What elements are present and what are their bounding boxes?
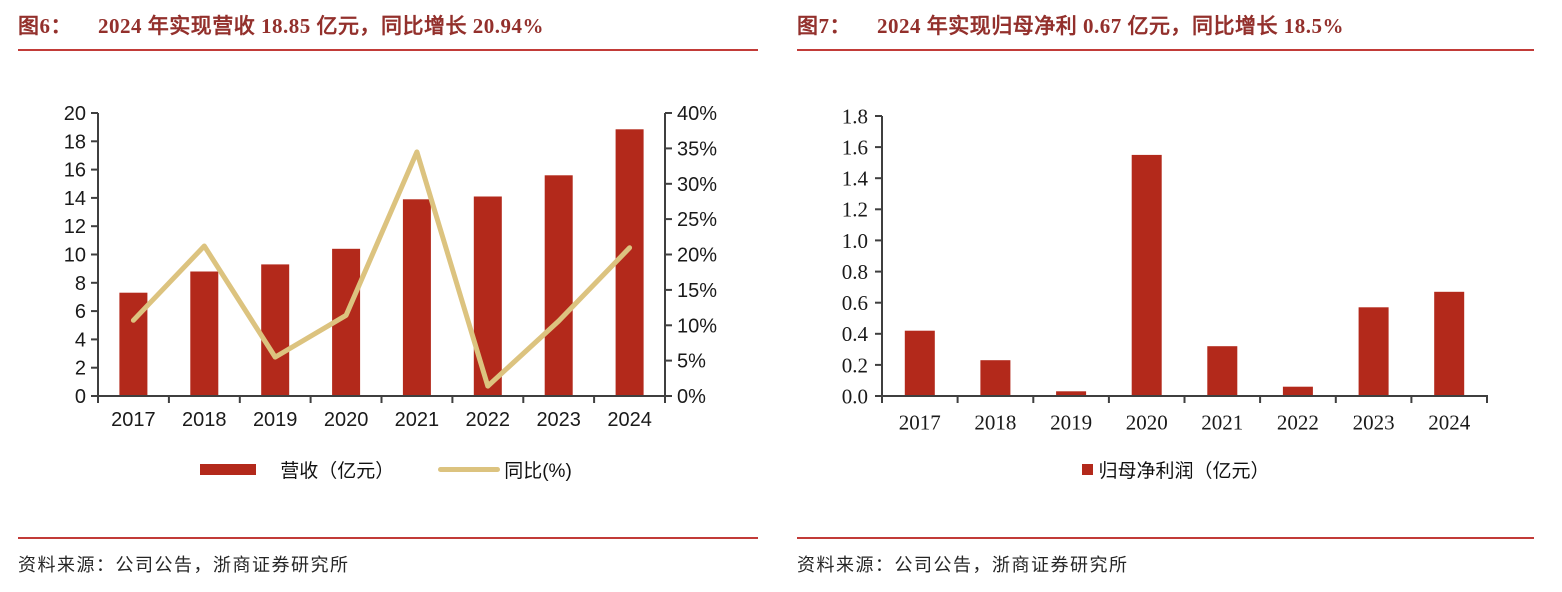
figure7-title: 图7： 2024 年实现归母净利 0.67 亿元，同比增长 18.5% <box>797 10 1344 40</box>
x-tick-label: 2018 <box>974 410 1016 434</box>
y-tick-label: 16 <box>64 160 86 182</box>
secondary-y-tick-label: 5% <box>677 351 706 373</box>
y-tick-label: 20 <box>64 103 86 125</box>
y-tick-label: 14 <box>64 188 86 210</box>
figure7-title-rule <box>797 49 1534 51</box>
secondary-y-tick-label: 20% <box>677 245 717 267</box>
bar-2024 <box>1434 291 1465 396</box>
bar-2022 <box>473 196 502 396</box>
legend-item-yoy: 同比(%) <box>438 456 572 483</box>
figure6-footer-rule <box>18 537 758 539</box>
y-tick-label: 1.0 <box>842 229 868 253</box>
y-tick-label: 1.8 <box>842 104 868 128</box>
legend-item-net-profit: 归母净利润（亿元） <box>1082 456 1270 483</box>
y-tick-label: 1.2 <box>842 198 868 222</box>
revenue-chart-svg: 0 2 4 6 8 10 12 14 16 18 20 0% 5% 10% 15% 20% 25% 30% 35% 4… <box>64 103 717 431</box>
y-tick-label: 6 <box>75 301 86 323</box>
y-tick-label: 0.0 <box>842 384 868 408</box>
figure6-title: 图6： 2024 年实现营收 18.85 亿元，同比增长 20.94% <box>18 10 544 40</box>
figure6-title-text: 2024 年实现营收 18.85 亿元，同比增长 20.94% <box>98 14 544 38</box>
bar-2017 <box>904 330 935 396</box>
figure6-title-rule <box>18 49 758 51</box>
x-tick-label: 2023 <box>536 409 581 431</box>
x-tick-label: 2021 <box>1201 410 1243 434</box>
x-tick-label: 2019 <box>1050 410 1092 434</box>
x-tick-label: 2020 <box>1126 410 1168 434</box>
bar-2020 <box>1131 154 1162 396</box>
y-tick-label: 0.8 <box>842 260 868 284</box>
yoy-growth-line <box>130 149 633 389</box>
y-tick-label: 2 <box>75 358 86 380</box>
figure7-footer-rule <box>797 537 1534 539</box>
bar-2024 <box>615 129 644 397</box>
legend-revenue-label: 营收（亿元） <box>280 461 395 482</box>
y-tick-label: 1.6 <box>842 135 868 159</box>
figure7-title-text: 2024 年实现归母净利 0.67 亿元，同比增长 18.5% <box>877 14 1344 38</box>
y-tick-label: 8 <box>75 273 86 295</box>
bar-2018 <box>980 360 1011 396</box>
bar-2022 <box>1282 386 1313 396</box>
secondary-y-tick-label: 15% <box>677 280 717 302</box>
legend-net-profit-label: 归母净利润（亿元） <box>1098 461 1270 482</box>
secondary-y-tick-label: 0% <box>677 386 706 408</box>
y-tick-label: 1.4 <box>842 167 869 191</box>
y-tick-label: 10 <box>64 245 86 267</box>
net-profit-chart: 0.0 0.2 0.4 0.6 0.8 1.0 1.2 1.4 1.6 1.8 2017 2018 20… <box>790 95 1562 445</box>
revenue-chart: 0 2 4 6 8 10 12 14 16 18 20 0% 5% 10% 15% 20% 25% 30% 35% 4… <box>0 95 772 445</box>
y-tick-label: 0.4 <box>842 322 869 346</box>
bar-2018 <box>190 271 219 396</box>
bar-2023 <box>544 175 573 396</box>
net-profit-chart-svg: 0.0 0.2 0.4 0.6 0.8 1.0 1.2 1.4 1.6 1.8 2017 2018 20… <box>842 104 1488 434</box>
bar-2019 <box>261 264 290 396</box>
legend-yoy-label: 同比(%) <box>504 461 572 482</box>
bar-2023 <box>1358 307 1389 396</box>
x-tick-label: 2024 <box>1428 410 1471 434</box>
legend-bar-swatch <box>200 464 257 475</box>
secondary-y-tick-label: 35% <box>677 138 717 160</box>
x-tick-label: 2024 <box>607 409 652 431</box>
x-tick-label: 2021 <box>395 409 440 431</box>
secondary-y-tick-label: 10% <box>677 315 717 337</box>
y-tick-label: 0.6 <box>842 291 868 315</box>
legend-line-swatch <box>438 467 501 472</box>
x-tick-label: 2017 <box>111 409 156 431</box>
x-tick-label: 2020 <box>324 409 369 431</box>
figure6-source: 资料来源：公司公告，浙商证券研究所 <box>18 555 350 575</box>
legend-item-revenue: 营收（亿元） <box>200 456 394 483</box>
y-tick-label: 12 <box>64 216 86 238</box>
figure6-tag: 图6： <box>18 14 72 38</box>
x-tick-label: 2017 <box>899 410 941 434</box>
figure7-source: 资料来源：公司公告，浙商证券研究所 <box>797 555 1129 575</box>
bar-2021 <box>1207 346 1238 396</box>
y-tick-label: 18 <box>64 131 86 153</box>
net-profit-chart-legend: 归母净利润（亿元） <box>790 456 1562 483</box>
legend-square-swatch <box>1082 464 1094 475</box>
x-tick-label: 2019 <box>253 409 298 431</box>
bar-2019 <box>1056 391 1087 396</box>
x-tick-label: 2022 <box>466 409 511 431</box>
x-tick-label: 2018 <box>182 409 227 431</box>
secondary-y-tick-label: 30% <box>677 174 717 196</box>
y-tick-label: 0.2 <box>842 353 868 377</box>
revenue-chart-legend: 营收（亿元） 同比(%) <box>0 456 772 483</box>
secondary-y-tick-label: 25% <box>677 209 717 231</box>
x-tick-label: 2022 <box>1277 410 1319 434</box>
y-tick-label: 4 <box>75 329 86 351</box>
figure7-tag: 图7： <box>797 14 851 38</box>
y-tick-label: 0 <box>75 386 86 408</box>
x-tick-label: 2023 <box>1353 410 1395 434</box>
bar-2021 <box>402 199 431 396</box>
secondary-y-tick-label: 40% <box>677 103 717 125</box>
